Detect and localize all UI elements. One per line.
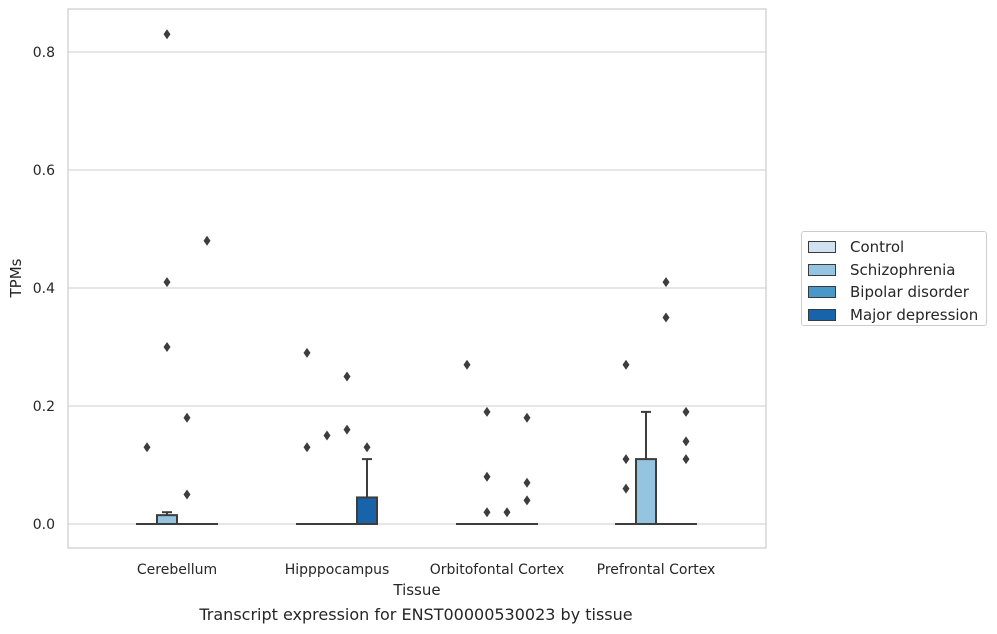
chart-caption: Transcript expression for ENST0000053002… bbox=[199, 605, 633, 624]
outlier-bipolar-disorder-orbitofontal-cortex bbox=[503, 507, 511, 518]
box-major-depression-hipppocampus bbox=[356, 458, 378, 526]
box-body bbox=[156, 514, 178, 526]
outlier-control-hipppocampus bbox=[303, 347, 311, 358]
legend-label-major-depression: Major depression bbox=[850, 305, 979, 324]
outlier-major-depression-orbitofontal-cortex bbox=[523, 412, 531, 423]
outlier-bipolar-disorder-prefrontal-cortex bbox=[662, 312, 670, 323]
outlier-bipolar-disorder-prefrontal-cortex bbox=[662, 277, 670, 288]
box-schizophrenia-cerebellum bbox=[156, 511, 178, 526]
box-schizophrenia-prefrontal-cortex bbox=[635, 410, 657, 526]
outlier-major-depression-orbitofontal-cortex bbox=[523, 495, 531, 506]
box-body bbox=[356, 496, 378, 526]
y-tick-labels: 0.0 0.2 0.4 0.6 0.8 bbox=[33, 45, 55, 533]
boxes bbox=[136, 410, 697, 526]
legend-swatch-control bbox=[808, 241, 836, 254]
y-tick-label-0-2: 0.2 bbox=[33, 399, 55, 415]
outlier-major-depression-prefrontal-cortex bbox=[682, 454, 690, 465]
x-tick-label-cerebellum: Cerebellum bbox=[137, 562, 217, 578]
legend-item-bipolar-disorder: Bipolar disorder bbox=[808, 281, 986, 304]
legend-item-control: Control bbox=[808, 236, 986, 259]
outlier-bipolar-disorder-cerebellum bbox=[183, 489, 191, 500]
y-tick-label-0-0: 0.0 bbox=[33, 517, 55, 533]
legend-label-schizophrenia: Schizophrenia bbox=[850, 260, 956, 279]
outlier-schizophrenia-orbitofontal-cortex bbox=[483, 406, 491, 417]
outlier-control-prefrontal-cortex bbox=[622, 359, 630, 370]
legend: Control Schizophrenia Bipolar disorder M… bbox=[801, 231, 987, 326]
outlier-schizophrenia-cerebellum bbox=[163, 277, 171, 288]
legend-swatch-schizophrenia bbox=[808, 263, 836, 276]
y-tick-label-0-8: 0.8 bbox=[33, 45, 55, 61]
legend-label-control: Control bbox=[850, 238, 905, 257]
outlier-major-depression-cerebellum bbox=[203, 235, 211, 246]
outlier-major-depression-orbitofontal-cortex bbox=[523, 477, 531, 488]
legend-item-major-depression: Major depression bbox=[808, 304, 986, 327]
outlier-schizophrenia-cerebellum bbox=[163, 29, 171, 40]
y-tick-label-0-4: 0.4 bbox=[33, 281, 55, 297]
plot-area bbox=[67, 8, 767, 549]
legend-item-schizophrenia: Schizophrenia bbox=[808, 259, 986, 282]
outlier-bipolar-disorder-cerebellum bbox=[183, 412, 191, 423]
x-tick-labels: Cerebellum Hipppocampus Orbitofontal Corte… bbox=[137, 562, 715, 578]
outlier-schizophrenia-hipppocampus bbox=[323, 430, 331, 441]
legend-swatch-major-depression bbox=[808, 308, 836, 321]
x-tick-label-hipppocampus: Hipppocampus bbox=[285, 562, 390, 578]
x-tick-label-prefrontal-cortex: Prefrontal Cortex bbox=[597, 562, 716, 578]
x-axis-label: Tissue bbox=[392, 581, 440, 599]
outlier-bipolar-disorder-hipppocampus bbox=[343, 371, 351, 382]
y-tick-label-0-6: 0.6 bbox=[33, 163, 55, 179]
outlier-control-prefrontal-cortex bbox=[622, 483, 630, 494]
outlier-major-depression-prefrontal-cortex bbox=[682, 406, 690, 417]
x-tick-label-orbitofontal-cortex: Orbitofontal Cortex bbox=[430, 562, 565, 578]
outlier-schizophrenia-cerebellum bbox=[163, 342, 171, 352]
outlier-major-depression-prefrontal-cortex bbox=[682, 436, 690, 447]
outlier-schizophrenia-orbitofontal-cortex bbox=[483, 471, 491, 482]
outlier-major-depression-hipppocampus bbox=[363, 442, 371, 453]
outlier-control-cerebellum bbox=[143, 442, 151, 453]
outlier-control-orbitofontal-cortex bbox=[463, 359, 471, 370]
outlier-control-prefrontal-cortex bbox=[622, 454, 630, 465]
outliers bbox=[143, 29, 690, 518]
legend-swatch-bipolar-disorder bbox=[808, 286, 836, 299]
outlier-schizophrenia-orbitofontal-cortex bbox=[483, 507, 491, 518]
outlier-bipolar-disorder-hipppocampus bbox=[343, 424, 351, 435]
legend-label-bipolar-disorder: Bipolar disorder bbox=[850, 283, 969, 302]
outlier-control-hipppocampus bbox=[303, 442, 311, 453]
y-axis-label: TPMs bbox=[7, 258, 25, 298]
box-body bbox=[635, 458, 657, 526]
